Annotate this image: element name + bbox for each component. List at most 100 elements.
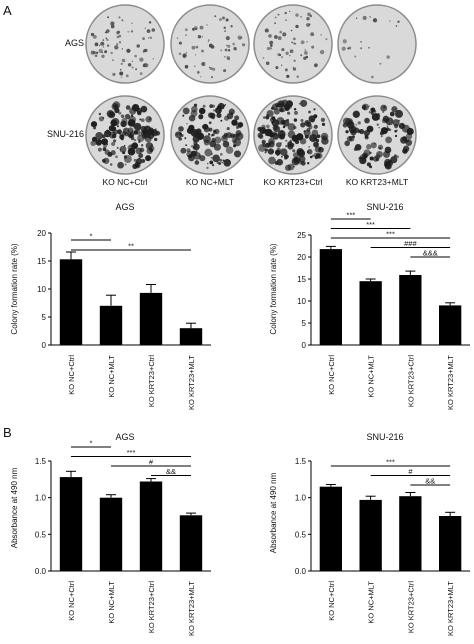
colony-dot: [148, 145, 155, 152]
colony-dot: [295, 13, 299, 17]
colony-dot: [375, 113, 381, 119]
colony-dot: [380, 104, 388, 112]
colony-dot: [226, 127, 230, 131]
colony-dot: [105, 129, 110, 135]
y-tick-label: 20: [297, 253, 306, 262]
y-tick-label: 0.5: [35, 530, 47, 539]
colony-dot: [120, 76, 123, 78]
colony-dot: [122, 127, 130, 135]
colony-dot: [366, 162, 371, 167]
bar: [139, 481, 163, 571]
colony-dot: [264, 148, 268, 152]
colony-dot: [276, 154, 279, 157]
colony-dot: [309, 14, 313, 18]
colony-dot: [212, 67, 216, 71]
colony-dot: [124, 163, 127, 166]
colony-dot: [182, 114, 185, 117]
colony-dot: [175, 133, 178, 136]
colony-dot: [228, 160, 231, 162]
colony-dot: [120, 62, 123, 66]
x-tick-label: KO KRT23+Ctrl: [147, 355, 156, 408]
colony-dot: [309, 155, 313, 159]
colony-dot: [139, 147, 145, 153]
colony-dot: [133, 122, 142, 131]
colony-dot: [237, 35, 242, 40]
colony-dot: [210, 116, 212, 118]
colony-dot: [397, 20, 400, 24]
x-tick-label: KO KRT23+Ctrl: [406, 581, 415, 634]
colony-dot: [135, 68, 138, 71]
colony-dot: [289, 54, 291, 57]
colony-dot: [94, 42, 99, 47]
colony-dot: [232, 42, 236, 46]
colony-dot: [119, 71, 124, 76]
colony-dot: [354, 143, 362, 151]
colony-dot: [129, 107, 137, 115]
colony-dot: [299, 161, 303, 165]
colony-dot: [268, 156, 276, 165]
significance-label: ***: [346, 211, 355, 220]
colony-dot: [395, 109, 403, 118]
colony-dot: [192, 143, 200, 151]
colony-dot: [300, 16, 302, 18]
dish-col-label-1: KO NC+Ctrl: [102, 177, 147, 187]
colony-dot: [207, 133, 211, 136]
colony-dot: [348, 135, 355, 142]
colony-dot: [118, 41, 122, 44]
bar: [399, 275, 422, 345]
colony-dot: [287, 123, 296, 131]
colony-dot: [214, 15, 217, 18]
colony-dot: [296, 75, 299, 78]
colony-dot: [368, 111, 371, 114]
colony-dot: [313, 108, 316, 111]
colony-dot: [92, 34, 97, 39]
colony-dot: [268, 131, 274, 137]
colony-dot: [131, 60, 133, 62]
colony-dot: [359, 129, 365, 135]
colony-dot: [311, 45, 315, 49]
colony-dot: [139, 118, 142, 121]
colony-dot: [362, 15, 367, 20]
colony-dot: [102, 147, 107, 152]
colony-dot: [197, 35, 202, 39]
colony-dot: [275, 66, 279, 70]
colony-dot: [202, 104, 206, 108]
colony-dot: [281, 155, 283, 158]
colony-dot: [276, 117, 285, 125]
colony-dot: [360, 41, 362, 43]
significance-label: &&: [425, 477, 435, 486]
colony-dot: [116, 43, 119, 46]
colony-dot: [100, 41, 105, 46]
chart-3-ylabel: Absorbance at 490 nm: [10, 467, 19, 548]
colony-dot: [134, 54, 137, 58]
colony-dot: [118, 16, 121, 19]
colony-dot: [114, 107, 120, 114]
chart-1-title: AGS: [115, 202, 134, 212]
colony-dot: [105, 29, 110, 33]
y-tick-label: 15: [297, 275, 306, 284]
colony-dot: [127, 48, 129, 51]
colony-dot: [101, 138, 108, 146]
petri-dish: [170, 95, 250, 175]
colony-dot: [308, 146, 310, 148]
colony-dot: [296, 149, 303, 155]
colony-dot: [116, 35, 120, 39]
bar: [439, 516, 462, 571]
significance-label: *: [90, 232, 93, 241]
colony-dot: [277, 53, 281, 57]
colony-dot: [201, 49, 204, 53]
chart-3-title: AGS: [115, 432, 134, 442]
colony-dot: [225, 146, 234, 154]
colony-dot: [176, 37, 179, 39]
colony-dot: [304, 51, 308, 55]
colony-dot: [193, 141, 198, 146]
colony-dot: [132, 145, 137, 150]
bar: [59, 477, 83, 571]
colony-dot: [291, 134, 299, 142]
colony-dot: [154, 137, 158, 142]
colony-dot: [142, 64, 146, 68]
colony-dot: [219, 18, 222, 21]
colony-dot: [135, 129, 141, 135]
colony-dot: [304, 134, 309, 139]
colony-dot: [265, 61, 270, 65]
